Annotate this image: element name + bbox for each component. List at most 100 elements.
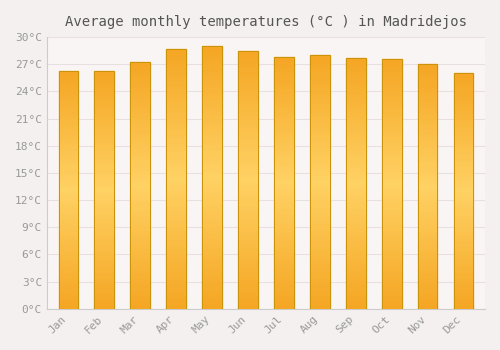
Bar: [94, 135, 114, 137]
Bar: [238, 198, 258, 200]
Bar: [346, 168, 366, 171]
Bar: [346, 151, 366, 153]
Bar: [58, 282, 78, 285]
Bar: [418, 98, 438, 101]
Bar: [58, 256, 78, 259]
Bar: [454, 90, 473, 92]
Bar: [346, 58, 366, 61]
Bar: [382, 274, 402, 276]
Bar: [346, 128, 366, 131]
Bar: [166, 51, 186, 54]
Bar: [130, 197, 150, 200]
Bar: [274, 236, 294, 238]
Bar: [382, 246, 402, 249]
Bar: [382, 154, 402, 156]
Bar: [310, 164, 330, 167]
Bar: [94, 280, 114, 282]
Bar: [310, 225, 330, 228]
Bar: [130, 210, 150, 212]
Bar: [58, 195, 78, 197]
Bar: [58, 133, 78, 135]
Bar: [382, 211, 402, 214]
Bar: [166, 202, 186, 205]
Bar: [94, 75, 114, 78]
Bar: [274, 251, 294, 253]
Bar: [454, 102, 473, 104]
Bar: [58, 202, 78, 204]
Bar: [382, 204, 402, 206]
Bar: [238, 254, 258, 257]
Bar: [94, 140, 114, 142]
Bar: [94, 83, 114, 85]
Bar: [310, 284, 330, 286]
Bar: [454, 175, 473, 177]
Bar: [310, 63, 330, 65]
Bar: [382, 214, 402, 216]
Bar: [454, 295, 473, 297]
Bar: [454, 163, 473, 165]
Bar: [310, 273, 330, 276]
Bar: [274, 105, 294, 107]
Bar: [454, 156, 473, 158]
Bar: [418, 294, 438, 296]
Bar: [238, 107, 258, 110]
Bar: [418, 174, 438, 177]
Bar: [310, 207, 330, 210]
Bar: [310, 215, 330, 217]
Bar: [58, 145, 78, 147]
Bar: [418, 287, 438, 289]
Bar: [418, 187, 438, 189]
Bar: [418, 201, 438, 204]
Bar: [166, 218, 186, 220]
Bar: [202, 212, 222, 214]
Bar: [310, 230, 330, 233]
Bar: [202, 127, 222, 130]
Bar: [238, 92, 258, 94]
Bar: [274, 70, 294, 72]
Bar: [346, 253, 366, 256]
Bar: [418, 191, 438, 194]
Bar: [382, 169, 402, 171]
Bar: [454, 134, 473, 137]
Bar: [94, 90, 114, 92]
Bar: [310, 157, 330, 159]
Bar: [454, 123, 473, 125]
Bar: [166, 303, 186, 306]
Bar: [454, 74, 473, 76]
Bar: [202, 51, 222, 54]
Bar: [58, 292, 78, 294]
Bar: [346, 241, 366, 244]
Bar: [454, 92, 473, 94]
Bar: [310, 174, 330, 177]
Bar: [202, 275, 222, 277]
Bar: [94, 94, 114, 97]
Bar: [166, 285, 186, 288]
Bar: [238, 131, 258, 133]
Bar: [94, 254, 114, 256]
Bar: [382, 96, 402, 99]
Bar: [166, 155, 186, 158]
Bar: [166, 119, 186, 122]
Bar: [202, 70, 222, 72]
Bar: [418, 240, 438, 243]
Bar: [274, 148, 294, 150]
Bar: [166, 145, 186, 148]
Bar: [382, 59, 402, 61]
Bar: [454, 290, 473, 292]
Bar: [166, 270, 186, 272]
Bar: [130, 94, 150, 96]
Bar: [202, 251, 222, 254]
Bar: [274, 266, 294, 268]
Bar: [94, 282, 114, 285]
Bar: [454, 74, 473, 309]
Bar: [274, 289, 294, 291]
Bar: [310, 228, 330, 230]
Bar: [274, 82, 294, 85]
Bar: [58, 192, 78, 195]
Bar: [202, 290, 222, 293]
Bar: [454, 118, 473, 120]
Bar: [274, 188, 294, 190]
Bar: [202, 170, 222, 172]
Bar: [238, 113, 258, 115]
Bar: [454, 130, 473, 132]
